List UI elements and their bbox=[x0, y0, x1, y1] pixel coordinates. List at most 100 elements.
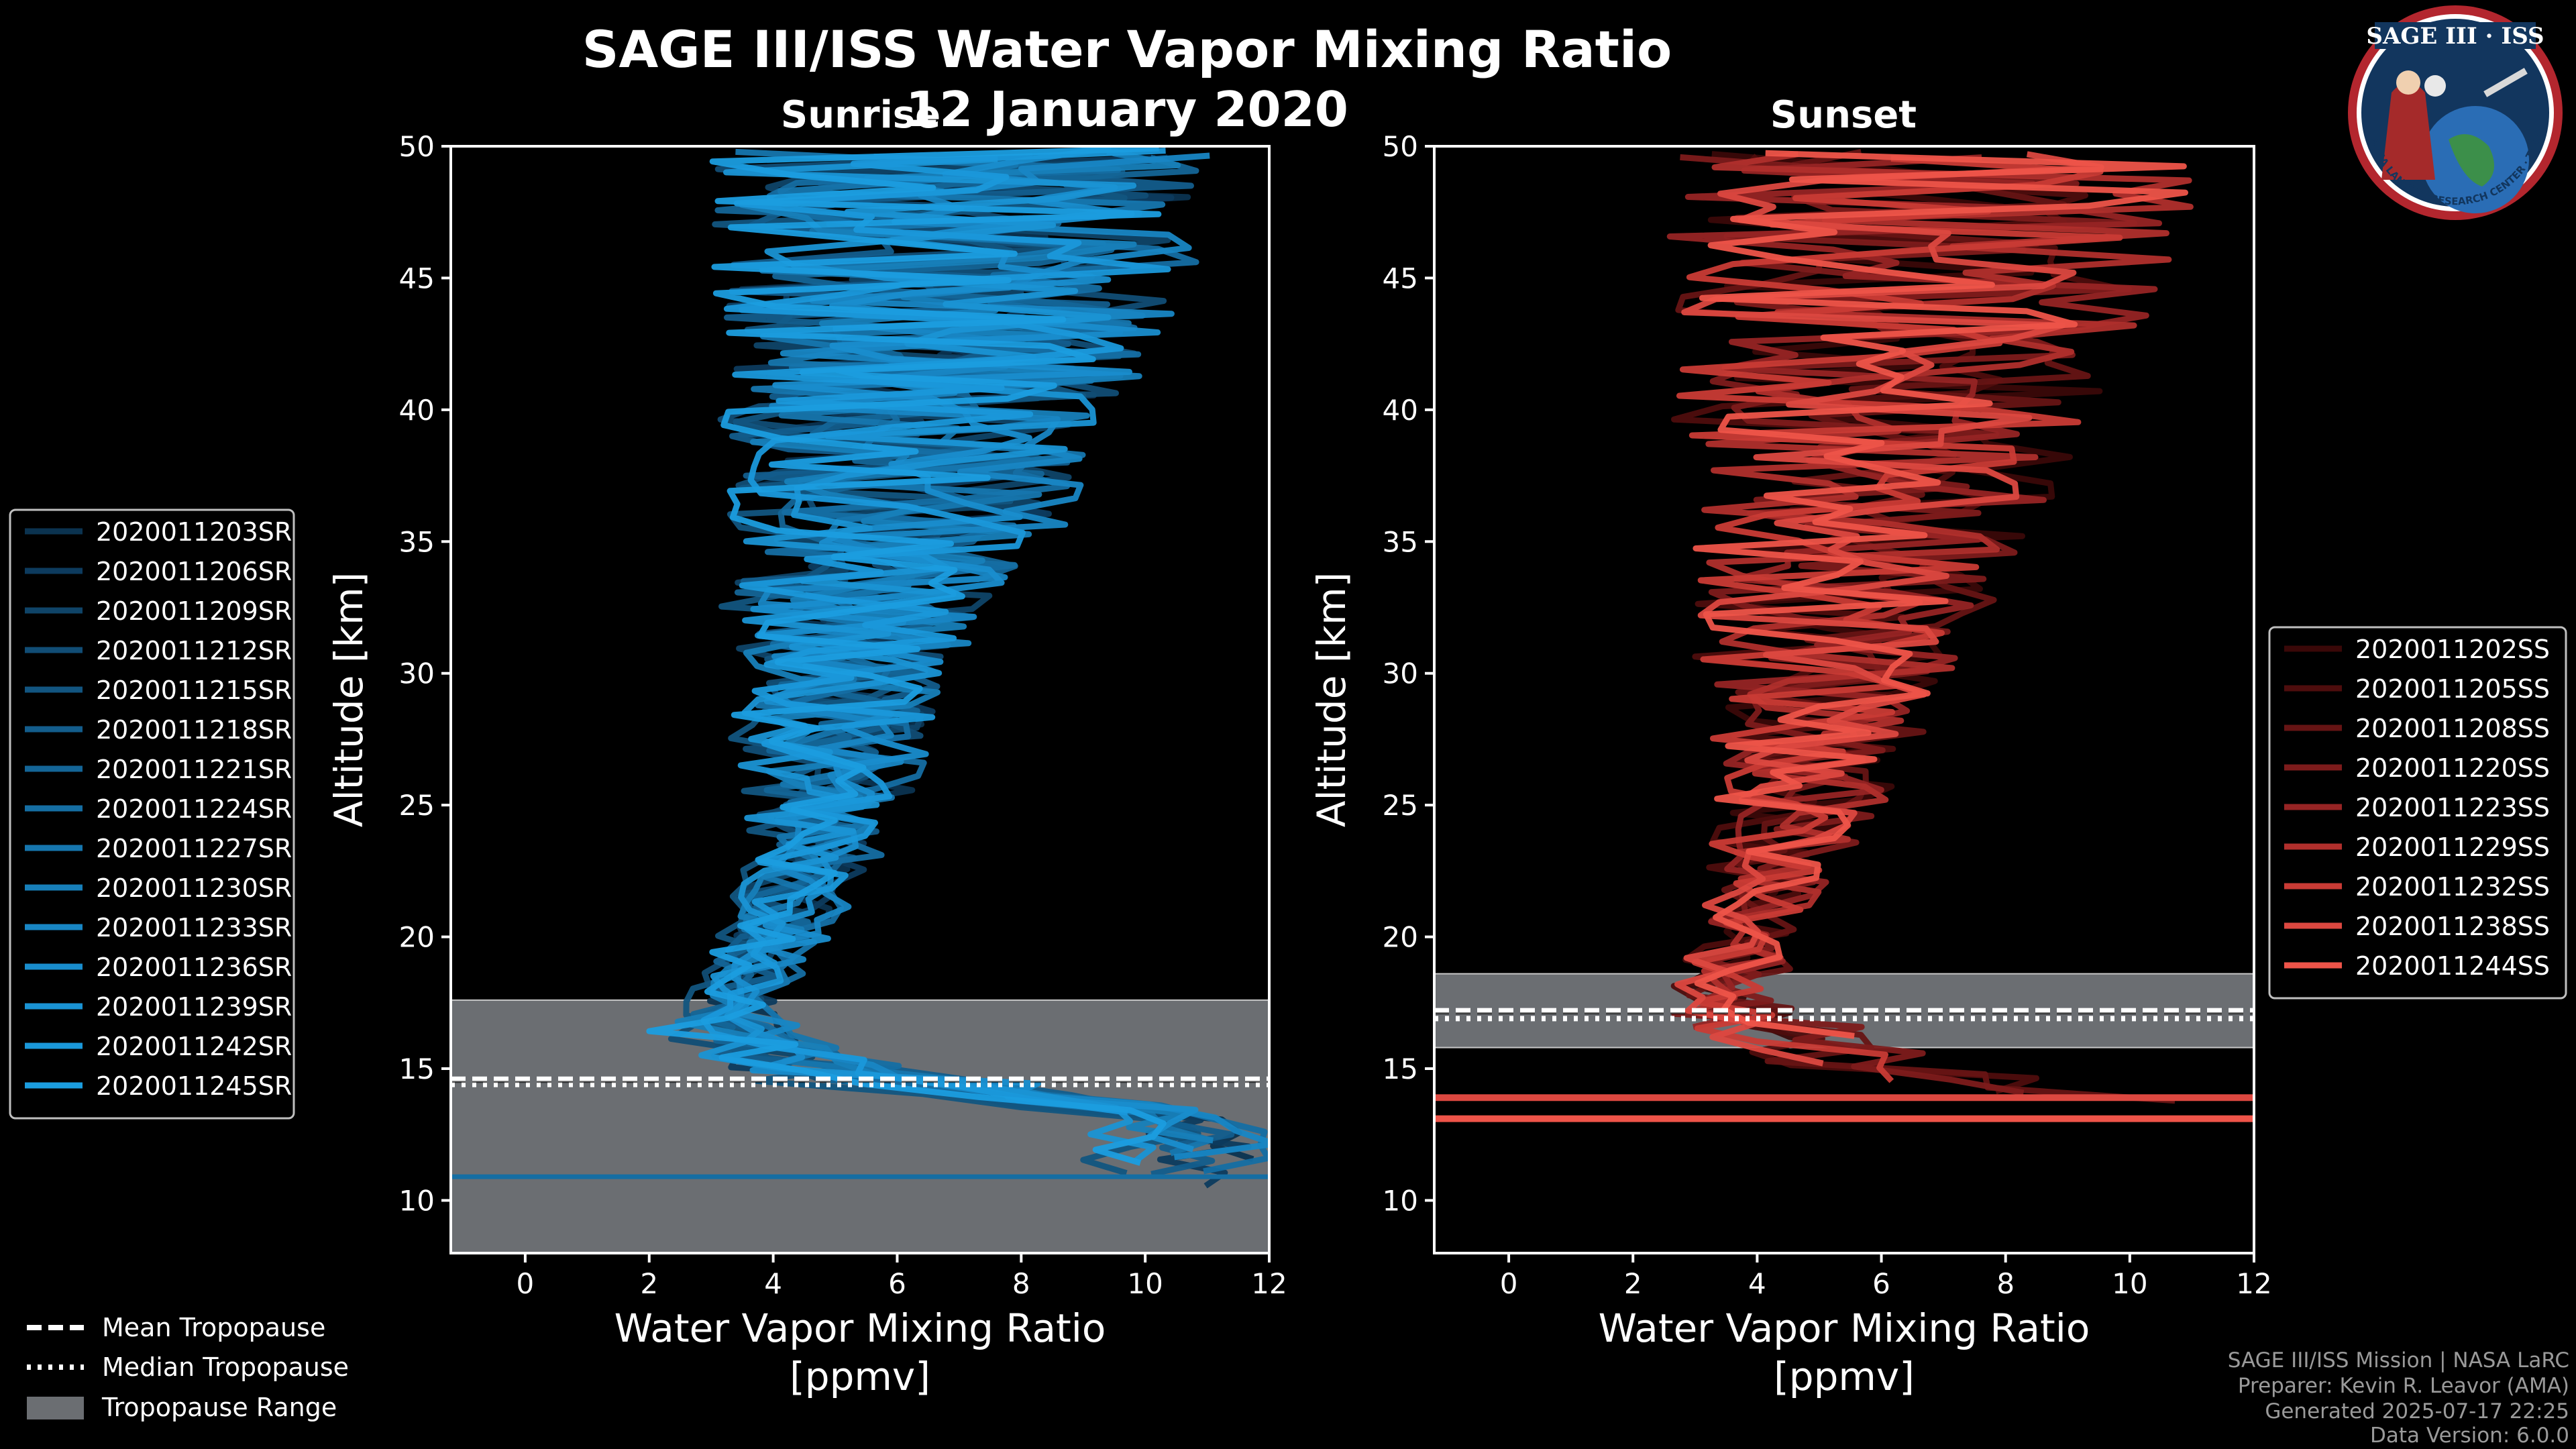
y-tick-label: 15 bbox=[1383, 1053, 1418, 1085]
badge-figure-icon bbox=[2381, 83, 2435, 180]
sunset-legend: 2020011202SS 2020011205SS 2020011208SS 2020… bbox=[2268, 626, 2567, 1000]
badge-title: SAGE III · ISS bbox=[2366, 23, 2544, 50]
chart-date: 12 January 2020 bbox=[906, 81, 1348, 138]
y-tick-label: 45 bbox=[399, 262, 435, 294]
legend-label: 2020011233SR bbox=[96, 913, 292, 943]
sunrise-legend: 2020011203SR 2020011206SR 2020011209SR 2020… bbox=[9, 508, 295, 1120]
legend-label: 2020011244SS bbox=[2355, 951, 2550, 981]
legend-label: 2020011206SR bbox=[96, 557, 292, 586]
x-tick-label: 8 bbox=[1012, 1267, 1030, 1300]
profile-line-2020011245SR bbox=[646, 146, 1167, 1166]
legend-label: 2020011218SR bbox=[96, 715, 292, 745]
legend-label: 2020011203SR bbox=[96, 517, 292, 547]
sunrise-panel: 0 2 4 6 8 10 12 10 15 20 25 30 35 40 45 50 Water Vapor M… bbox=[326, 130, 1287, 1399]
credit-generated: Generated 2025-07-17 22:25 bbox=[2265, 1399, 2569, 1424]
legend-label: 2020011242SR bbox=[96, 1032, 292, 1061]
y-tick-label: 50 bbox=[1383, 130, 1418, 163]
legend-label: 2020011224SR bbox=[96, 794, 292, 824]
legend-label: 2020011223SS bbox=[2355, 793, 2550, 822]
y-tick-label: 25 bbox=[1383, 789, 1418, 822]
x-tick-label: 4 bbox=[1748, 1267, 1766, 1300]
x-axis-label: Water Vapor Mixing Ratio bbox=[614, 1305, 1106, 1351]
legend-label: 2020011215SR bbox=[96, 676, 292, 705]
profile-line-2020011242SR bbox=[700, 148, 1171, 1116]
sunset-panel: 0 2 4 6 8 10 12 10 15 20 25 30 35 40 45 50 Water Vapor M… bbox=[1309, 130, 2272, 1399]
y-tick-label: 45 bbox=[1383, 262, 1418, 294]
credits: SAGE III/ISS Mission | NASA LaRC Prepare… bbox=[2228, 1348, 2569, 1448]
tropopause-legend: Mean Tropopause Median Tropopause Tropop… bbox=[27, 1313, 349, 1422]
x-tick-label: 6 bbox=[1872, 1267, 1890, 1300]
y-tick-label: 10 bbox=[399, 1184, 435, 1217]
mission-badge: SAGE III · ISS BALL · NASA LANGLEY RESEA… bbox=[2348, 5, 2563, 220]
x-tick-label: 2 bbox=[1624, 1267, 1642, 1300]
legend-label: 2020011232SS bbox=[2355, 872, 2550, 902]
median-tropopause-label: Median Tropopause bbox=[102, 1352, 349, 1382]
y-tick-label: 50 bbox=[399, 130, 435, 163]
legend-label: 2020011208SS bbox=[2355, 714, 2550, 743]
badge-title-bg bbox=[2375, 22, 2536, 49]
profiles-group bbox=[451, 146, 1269, 1189]
x-tick-label: 2 bbox=[640, 1267, 658, 1300]
y-tick-label: 35 bbox=[399, 525, 435, 558]
y-axis-label: Altitude [km] bbox=[326, 572, 372, 827]
legend-label: 2020011236SR bbox=[96, 953, 292, 982]
x-tick-label: 10 bbox=[2112, 1267, 2147, 1300]
tropopause-range-swatch bbox=[27, 1397, 84, 1419]
x-tick-label: 0 bbox=[1500, 1267, 1518, 1300]
badge-moon-icon bbox=[2424, 75, 2446, 97]
mean-tropopause-label: Mean Tropopause bbox=[102, 1313, 325, 1342]
legend-label: 2020011221SR bbox=[96, 755, 292, 784]
x-tick-label: 12 bbox=[2236, 1267, 2271, 1300]
x-axis-label: [ppmv] bbox=[790, 1354, 930, 1399]
credit-mission: SAGE III/ISS Mission | NASA LaRC bbox=[2228, 1348, 2569, 1373]
y-tick-label: 25 bbox=[399, 789, 435, 822]
sunset-subtitle: Sunset bbox=[1770, 93, 1917, 137]
profile-line-2020011244SS bbox=[1693, 150, 2188, 1039]
y-tick-label: 40 bbox=[399, 394, 435, 427]
credit-preparer: Preparer: Kevin R. Leavor (AMA) bbox=[2238, 1374, 2569, 1398]
badge-figure-head-icon bbox=[2396, 70, 2420, 95]
sunrise-subtitle: Sunrise bbox=[781, 93, 941, 137]
x-tick-label: 4 bbox=[764, 1267, 782, 1300]
profile-line-2020011223SS bbox=[1666, 154, 2163, 1030]
legend-label: 2020011209SR bbox=[96, 596, 292, 626]
credit-version: Data Version: 6.0.0 bbox=[2370, 1424, 2569, 1448]
legend-label: 2020011212SR bbox=[96, 636, 292, 665]
x-axis-label: Water Vapor Mixing Ratio bbox=[1599, 1305, 2090, 1351]
tropopause-range-band bbox=[450, 999, 1270, 1254]
x-tick-label: 12 bbox=[1251, 1267, 1287, 1300]
x-tick-label: 8 bbox=[1996, 1267, 2015, 1300]
y-tick-label: 30 bbox=[1383, 657, 1418, 690]
y-tick-label: 10 bbox=[1383, 1184, 1418, 1217]
x-axis-label: [ppmv] bbox=[1774, 1354, 1915, 1399]
axes-frame bbox=[449, 145, 1271, 1254]
x-tick-label: 6 bbox=[888, 1267, 906, 1300]
tropopause-range-label: Tropopause Range bbox=[101, 1393, 337, 1422]
y-axis-label: Altitude [km] bbox=[1309, 572, 1354, 827]
y-tick-label: 30 bbox=[399, 657, 435, 690]
y-tick-label: 40 bbox=[1383, 394, 1418, 427]
profile-line-2020011208SS bbox=[1675, 149, 2176, 1104]
badge-continent-icon bbox=[2449, 134, 2494, 186]
legend-label: 2020011202SS bbox=[2355, 635, 2550, 664]
axes-frame bbox=[1433, 145, 2255, 1254]
legend-box bbox=[2268, 626, 2567, 1000]
legend-label: 2020011238SS bbox=[2355, 912, 2550, 941]
legend-label: 2020011229SS bbox=[2355, 833, 2550, 862]
y-tick-label: 15 bbox=[399, 1053, 435, 1085]
x-tick-label: 0 bbox=[517, 1267, 535, 1300]
profiles-group bbox=[1434, 149, 2254, 1122]
x-tick-label: 10 bbox=[1127, 1267, 1163, 1300]
badge-station-icon bbox=[2483, 68, 2528, 97]
legend-label: 2020011245SR bbox=[96, 1071, 292, 1101]
y-tick-label: 20 bbox=[399, 921, 435, 954]
legend-label: 2020011239SR bbox=[96, 992, 292, 1022]
legend-label: 2020011230SR bbox=[96, 873, 292, 903]
legend-label: 2020011220SS bbox=[2355, 753, 2550, 783]
legend-label: 2020011227SR bbox=[96, 834, 292, 863]
main-title: SAGE III/ISS Water Vapor Mixing Ratio bbox=[582, 19, 1672, 79]
y-tick-label: 35 bbox=[1383, 525, 1418, 558]
y-tick-label: 20 bbox=[1383, 921, 1418, 954]
legend-label: 2020011205SS bbox=[2355, 674, 2550, 704]
